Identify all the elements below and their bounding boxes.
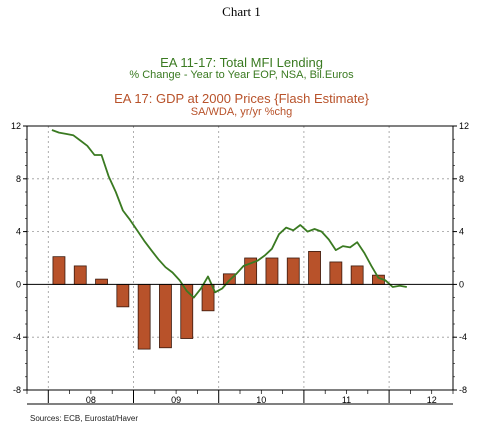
y-tick-label-right: -8 — [459, 385, 467, 395]
gdp-bar — [159, 283, 172, 349]
y-tick-label-right: 4 — [459, 227, 464, 237]
gdp-bar — [308, 250, 321, 285]
y-tick-label-left: 4 — [16, 227, 21, 237]
x-tick-label: 08 — [86, 395, 96, 405]
axes: -8 -8 -4 -4 0 0 4 4 8 8 12 12 08 09 10 11 12 — [11, 121, 469, 405]
gdp-bar — [201, 283, 215, 312]
x-tick-label: 11 — [342, 395, 351, 405]
grid-lines — [27, 126, 453, 390]
lending-series-subtitle: % Change - Year to Year EOP, NSA, Bil.Eu… — [129, 69, 354, 81]
lending-line-layer — [51, 129, 407, 299]
y-tick-label-left: 0 — [16, 279, 21, 289]
gdp-bar — [180, 283, 194, 339]
source-note: Sources: ECB, Eurostat/Haver — [30, 414, 139, 423]
gdp-bar — [350, 265, 364, 285]
y-tick-label-left: -8 — [13, 385, 21, 395]
gdp-bar — [73, 265, 87, 285]
x-tick-label: 12 — [427, 395, 437, 405]
gdp-series-subtitle: SA/WDA, yr/yr %chg — [190, 106, 293, 118]
chart-label: Chart 1 — [222, 4, 261, 19]
gdp-bar — [116, 283, 130, 308]
gdp-bar — [265, 257, 279, 285]
gdp-bar — [52, 256, 66, 285]
x-tick-label: 09 — [171, 395, 181, 405]
y-tick-label-right: 12 — [459, 121, 469, 131]
gdp-bar — [329, 261, 343, 285]
x-tick-label: 10 — [256, 395, 266, 405]
gdp-bar — [286, 257, 300, 285]
y-tick-label-left: 12 — [11, 121, 21, 131]
y-tick-label-left: -4 — [13, 332, 21, 342]
gdp-bars — [52, 250, 385, 350]
gdp-bar — [137, 283, 151, 350]
gdp-series-title: EA 17: GDP at 2000 Prices {Flash Estimat… — [114, 91, 369, 106]
y-tick-label-right: 8 — [459, 174, 464, 184]
y-tick-label-left: 8 — [16, 174, 21, 184]
lending-line — [51, 129, 407, 299]
gdp-bar — [95, 278, 108, 285]
y-tick-label-right: 0 — [459, 279, 464, 289]
lending-series-title: EA 11-17: Total MFI Lending — [160, 55, 323, 70]
y-tick-label-right: -4 — [459, 332, 467, 342]
